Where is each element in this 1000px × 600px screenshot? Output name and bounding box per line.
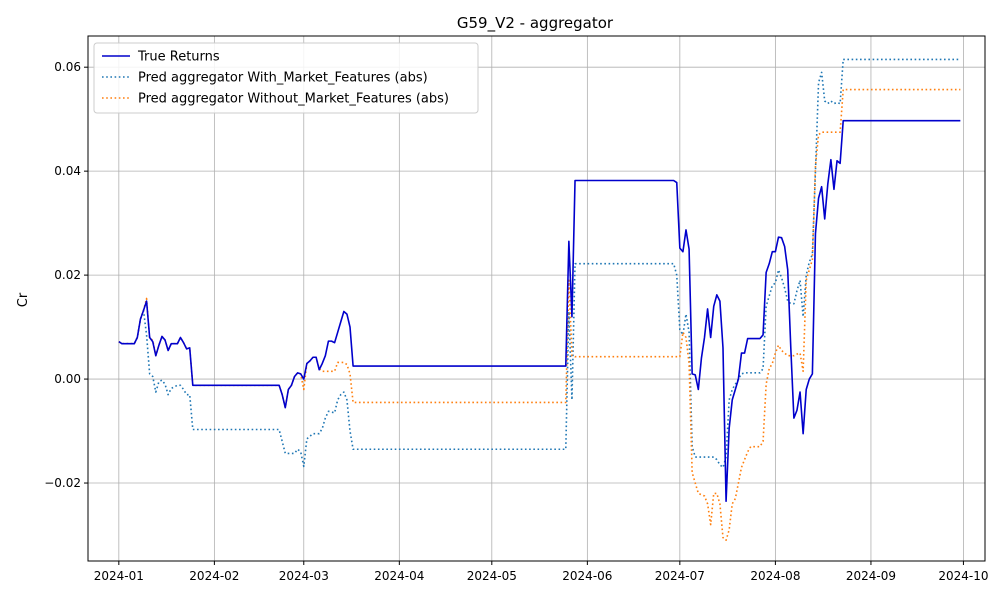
x-tick-label: 2024-06	[562, 569, 612, 583]
y-tick-label: −0.02	[44, 476, 81, 490]
x-tick-label: 2024-08	[750, 569, 800, 583]
x-tick-label: 2024-02	[189, 569, 239, 583]
x-tick-label: 2024-07	[655, 569, 705, 583]
y-tick-label: 0.04	[54, 164, 81, 178]
plot-frame	[87, 35, 986, 562]
legend-box	[93, 42, 479, 114]
legend-label-1: Pred aggregator With_Market_Features (ab…	[138, 71, 428, 86]
x-tick-label: 2024-09	[846, 569, 896, 583]
legend-label-2: Pred aggregator Without_Market_Features …	[138, 92, 449, 107]
x-tick-label: 2024-05	[467, 569, 517, 583]
legend-label-0: True Returns	[137, 50, 220, 65]
x-axis: 2024-01 2024-02 2024-03 2024-04 2024-05 2024-…	[94, 561, 988, 583]
y-tick-label: 0.06	[54, 60, 81, 74]
y-axis: −0.02 0.00 0.02 0.04 0.06	[44, 60, 88, 490]
legend: True Returns Pred aggregator With_Market_…	[93, 42, 479, 114]
x-tick-label: 2024-03	[279, 569, 329, 583]
plot-area	[118, 58, 961, 542]
x-tick-label: 2024-01	[94, 569, 144, 583]
series-line-0	[118, 119, 961, 503]
y-tick-label: 0.02	[54, 268, 81, 282]
x-tick-label: 2024-10	[938, 569, 988, 583]
x-tick-label: 2024-04	[374, 569, 424, 583]
chart-title: G59_V2 - aggregator	[457, 14, 614, 33]
y-axis-label: Cr	[16, 292, 31, 307]
y-tick-label: 0.00	[54, 372, 81, 386]
grid-lines	[88, 36, 985, 561]
